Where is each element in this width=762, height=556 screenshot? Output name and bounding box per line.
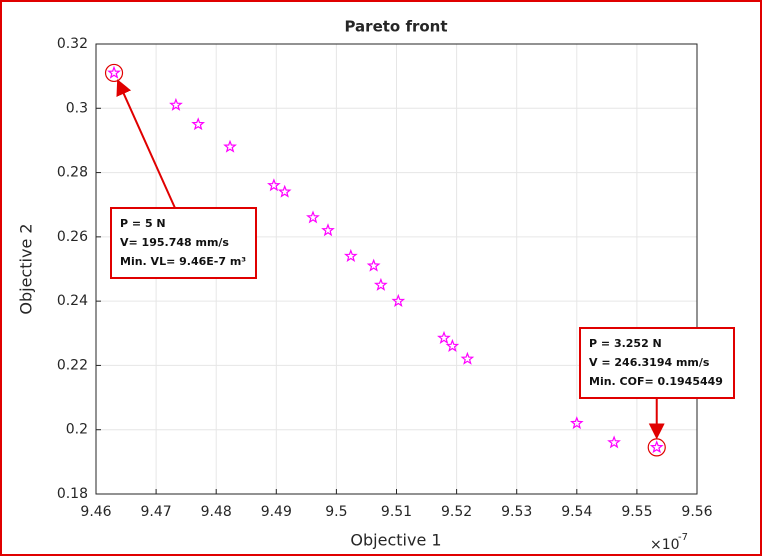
marker [343, 248, 358, 262]
marker [223, 139, 237, 153]
marker [460, 351, 475, 365]
marker [169, 97, 183, 111]
x-axis-label: Objective 1 [350, 531, 441, 550]
marker [277, 184, 292, 198]
annotation-text: P = 5 N [120, 217, 166, 230]
highlight-circle [104, 63, 124, 83]
x-tick-label: 9.48 [201, 504, 232, 520]
annotation-text: Min. COF= 0.1945449 [589, 375, 723, 388]
y-tick-label: 0.26 [57, 229, 88, 245]
chart-title: Pareto front [344, 18, 447, 36]
marker [107, 65, 121, 79]
y-tick-label: 0.24 [57, 293, 88, 309]
x-tick-label: 9.46 [80, 504, 111, 520]
marker [267, 178, 281, 192]
y-tick-label: 0.2 [66, 422, 88, 438]
marker [649, 440, 664, 454]
marker [607, 435, 621, 449]
marker [321, 223, 335, 237]
x-tick-label: 9.54 [561, 504, 592, 520]
x-exponent-base: ×10 [650, 537, 680, 553]
y-tick-label: 0.22 [57, 357, 88, 373]
marker [373, 277, 388, 291]
annotation-box [579, 327, 735, 399]
y-tick-label: 0.3 [66, 100, 88, 116]
x-tick-label: 9.51 [381, 504, 412, 520]
x-tick-label: 9.47 [141, 504, 172, 520]
x-tick-label: 9.49 [261, 504, 292, 520]
x-tick-label: 9.52 [441, 504, 472, 520]
marker [391, 293, 406, 307]
marker [306, 210, 320, 224]
axes-box [95, 43, 698, 495]
x-tick-label: 9.53 [501, 504, 532, 520]
x-exponent-power: -7 [678, 532, 688, 543]
x-tick-label: 9.5 [325, 504, 347, 520]
annotation-text: P = 3.252 N [589, 337, 662, 350]
y-tick-label: 0.18 [57, 486, 88, 502]
marker [191, 117, 206, 131]
annotation-box [110, 207, 257, 279]
marker [366, 258, 381, 272]
y-tick-label: 0.32 [57, 36, 88, 52]
annotation-arrow [116, 79, 176, 209]
annotation-text: V= 195.748 mm/s [120, 236, 229, 249]
x-tick-label: 9.55 [621, 504, 652, 520]
y-axis-label: Objective 2 [17, 223, 36, 314]
marker [445, 338, 460, 352]
annotation-text: V = 246.3194 mm/s [589, 356, 710, 369]
marker [569, 416, 584, 430]
annotation-text: Min. VL= 9.46E-7 m³ [120, 255, 246, 268]
marker [437, 330, 451, 345]
x-tick-label: 9.56 [681, 504, 712, 520]
y-tick-label: 0.28 [57, 165, 88, 181]
